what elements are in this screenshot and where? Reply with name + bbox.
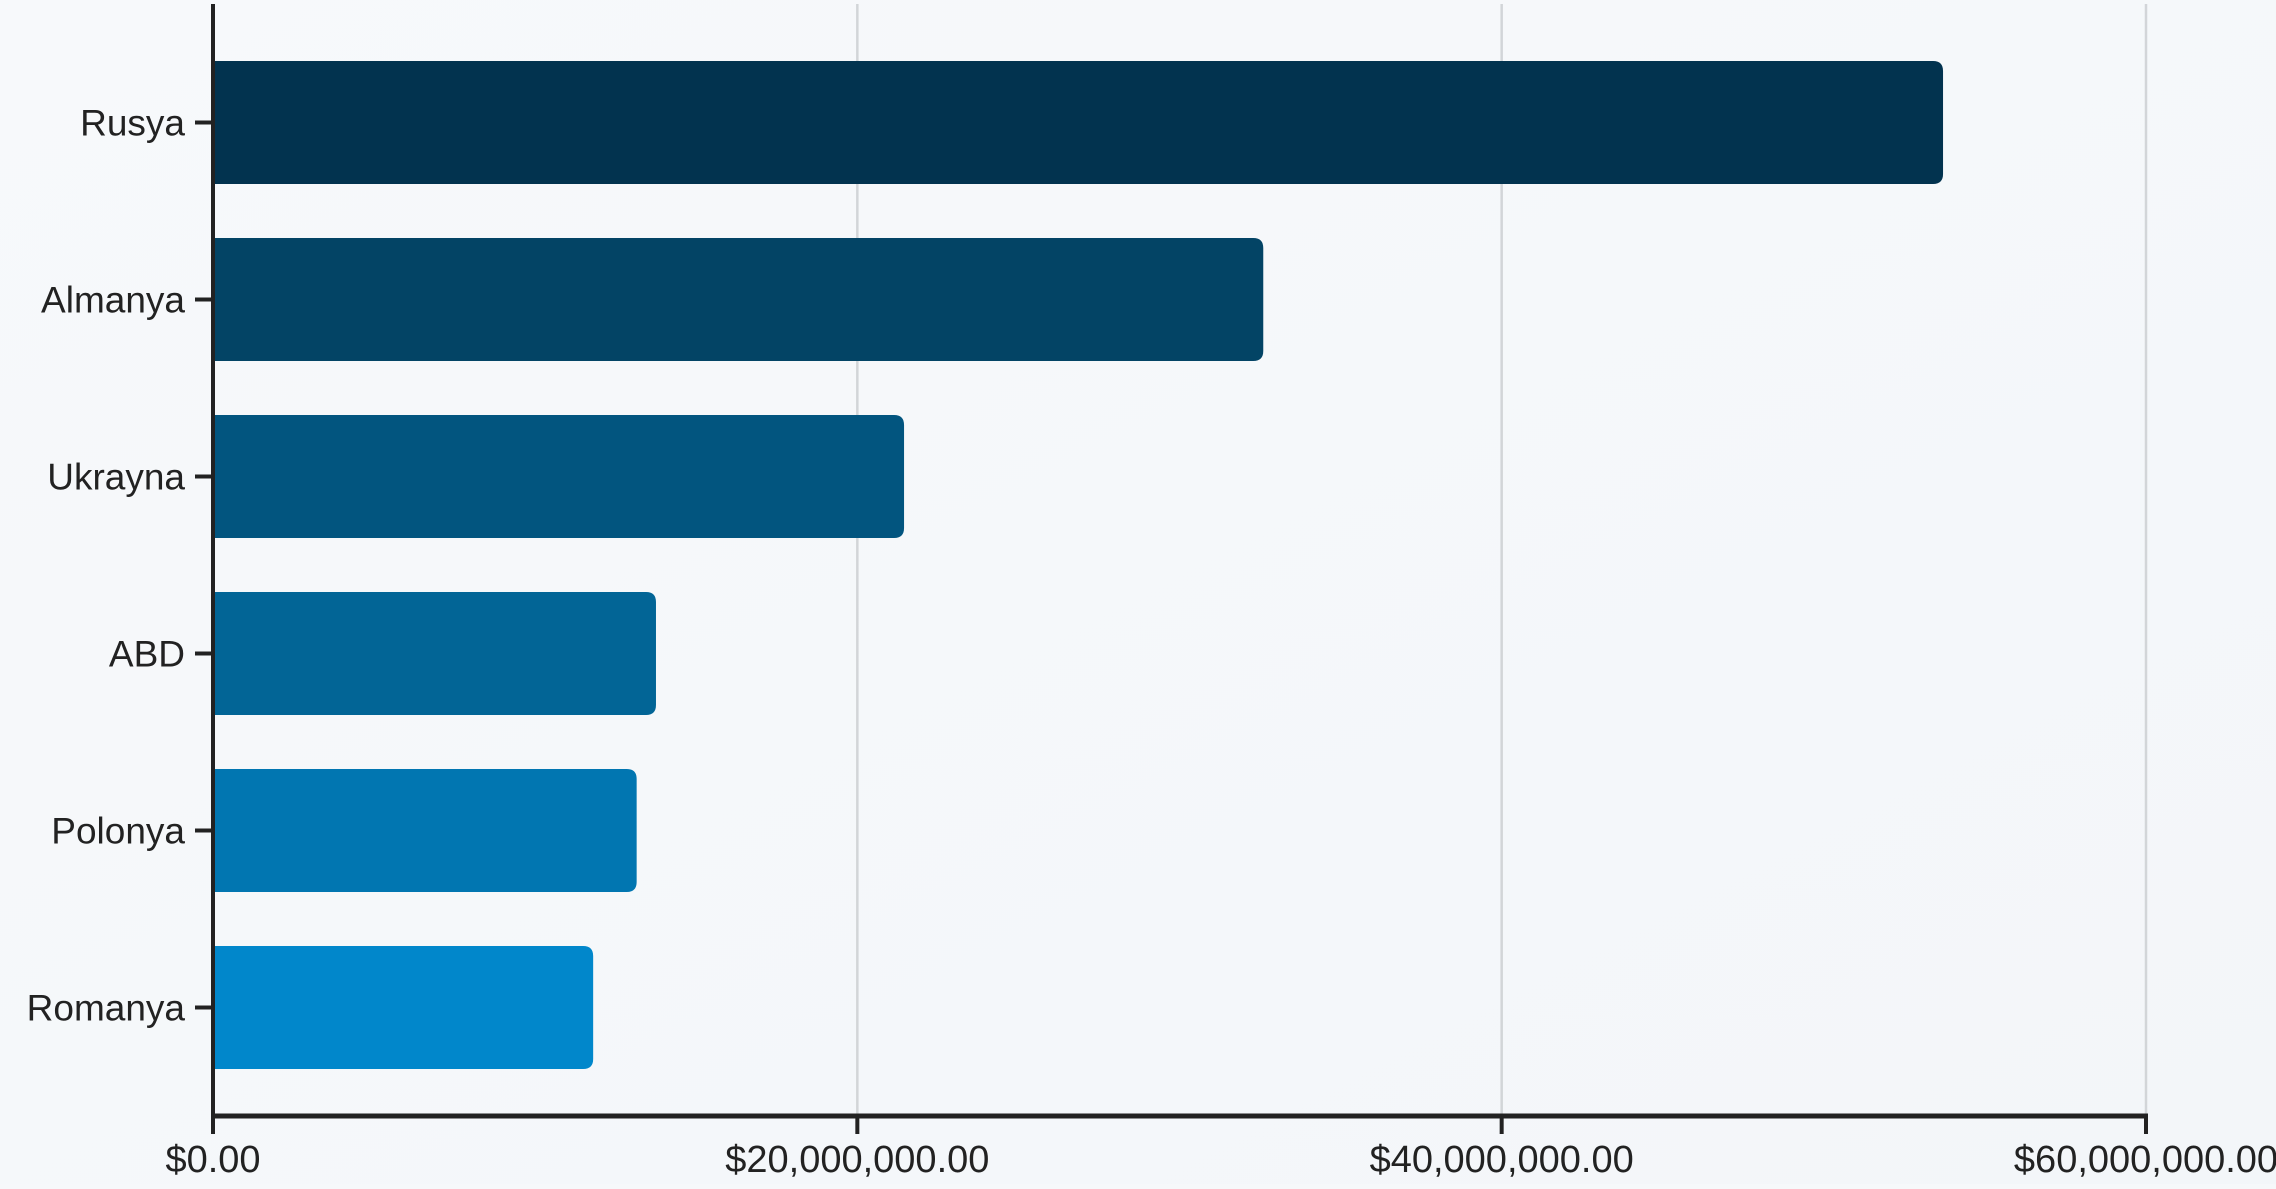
- y-tick-label: Ukrayna: [47, 457, 185, 498]
- bar-rusya: [213, 61, 1944, 184]
- x-tick-label: $60,000,000.00: [2014, 1139, 2276, 1181]
- y-tick-label: Romanya: [27, 988, 186, 1029]
- y-tick-label: Rusya: [80, 103, 185, 144]
- bars: [213, 61, 1944, 1069]
- x-tick-label: $20,000,000.00: [725, 1139, 989, 1181]
- bar-romanya: [213, 946, 594, 1069]
- bar-polonya: [213, 769, 637, 892]
- tick-labels: Rusya Almanya Ukrayna ABD Polonya Romanya $0.0…: [27, 103, 2276, 1182]
- y-tick-label: Almanya: [41, 280, 185, 321]
- bar-abd: [213, 592, 656, 715]
- y-tick-label: Polonya: [51, 811, 185, 852]
- y-tick-label: ABD: [109, 634, 185, 675]
- bar-almanya: [213, 238, 1264, 361]
- x-tick-label: $40,000,000.00: [1370, 1139, 1634, 1181]
- grid-lines: [856, 4, 2148, 1116]
- x-tick-label: $0.00: [165, 1139, 260, 1181]
- bar-ukrayna: [213, 415, 905, 538]
- axes: [195, 4, 2148, 1134]
